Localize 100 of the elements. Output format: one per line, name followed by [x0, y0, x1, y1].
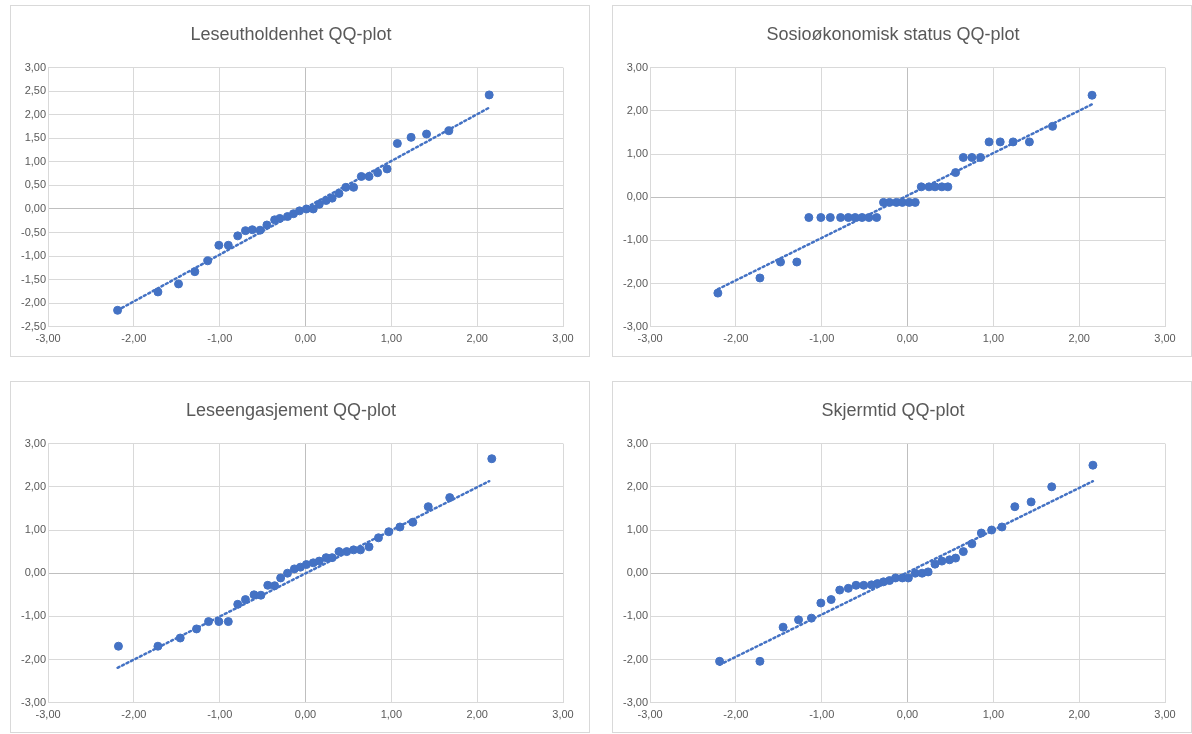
- x-tick-label: 3,00: [1154, 708, 1176, 721]
- point: [987, 525, 997, 535]
- point: [843, 583, 853, 593]
- point: [1047, 482, 1057, 492]
- point: [995, 137, 1005, 147]
- point: [223, 617, 233, 627]
- y-tick-label: 3,00: [626, 436, 649, 449]
- x-tick-label: 1,00: [982, 332, 1005, 345]
- x-tick-label: 2,00: [466, 332, 488, 345]
- point: [422, 129, 432, 139]
- y-tick-label: 1,00: [626, 147, 649, 160]
- point: [1088, 460, 1098, 470]
- x-tick-label: -2,00: [121, 708, 147, 721]
- point: [1087, 90, 1097, 100]
- point: [487, 454, 497, 464]
- y-tick-label: 2,00: [626, 479, 649, 492]
- point: [975, 152, 985, 162]
- point: [240, 226, 250, 236]
- point: [826, 595, 836, 605]
- point: [958, 547, 968, 557]
- y-tick-label: -1,00: [20, 609, 47, 622]
- point: [713, 288, 723, 298]
- y-tick-label: -2,00: [20, 296, 47, 309]
- x-tick-label: 1,00: [380, 708, 403, 721]
- x-tick-label: -1,00: [207, 708, 233, 721]
- point: [967, 152, 977, 162]
- x-tick-label: 3,00: [552, 332, 574, 345]
- point: [835, 585, 845, 595]
- point: [794, 615, 804, 625]
- point: [778, 622, 788, 632]
- y-tick-label: 2,00: [24, 479, 47, 492]
- point: [804, 213, 814, 222]
- y-tick-label: -3,00: [622, 319, 649, 332]
- point: [255, 225, 265, 235]
- y-tick-label: 2,50: [24, 84, 47, 97]
- point: [314, 556, 324, 566]
- point: [872, 213, 882, 222]
- y-tick-label: -2,00: [20, 652, 47, 665]
- point: [349, 182, 359, 192]
- y-tick-label: -3,00: [20, 695, 47, 708]
- y-tick-label: -1,00: [622, 233, 649, 246]
- y-tick-label: 3,00: [24, 60, 47, 73]
- x-tick-label: -2,00: [723, 332, 749, 345]
- point: [270, 581, 280, 591]
- point: [825, 213, 835, 222]
- y-tick-label: 0,00: [626, 190, 649, 203]
- point: [233, 599, 243, 609]
- point: [910, 568, 920, 578]
- point: [444, 126, 454, 136]
- point: [851, 580, 861, 590]
- point: [382, 164, 392, 174]
- y-tick-label: 2,00: [24, 107, 47, 120]
- y-tick-label: 0,00: [24, 202, 47, 215]
- point: [190, 267, 200, 277]
- point: [175, 633, 185, 643]
- x-tick-label: 3,00: [552, 708, 574, 721]
- x-tick-label: 1,00: [380, 332, 403, 345]
- point: [153, 287, 163, 297]
- point: [806, 613, 816, 623]
- point: [1008, 137, 1018, 147]
- x-tick-label: -3,00: [637, 708, 663, 721]
- x-tick-label: 0,00: [294, 332, 317, 345]
- x-tick-label: -2,00: [723, 708, 749, 721]
- point: [930, 559, 940, 569]
- y-tick-label: 3,00: [626, 60, 649, 73]
- chart-title: Leseutholdenhet QQ-plot: [190, 23, 392, 44]
- point: [203, 256, 213, 266]
- x-tick-label: -3,00: [35, 708, 61, 721]
- point: [364, 542, 374, 552]
- point: [113, 305, 123, 315]
- point: [334, 547, 344, 557]
- point: [1026, 497, 1036, 507]
- point: [997, 522, 1007, 532]
- point: [301, 560, 311, 570]
- point: [1048, 121, 1058, 131]
- point: [937, 556, 947, 566]
- x-tick-label: 0,00: [896, 708, 919, 721]
- point: [204, 617, 214, 627]
- point: [275, 213, 285, 223]
- point: [951, 553, 961, 563]
- point: [967, 539, 977, 549]
- y-tick-label: -2,50: [20, 319, 47, 332]
- y-tick-label: 1,00: [24, 523, 47, 536]
- y-tick-label: 0,00: [24, 566, 47, 579]
- point: [1024, 137, 1034, 147]
- y-tick-label: 2,00: [626, 103, 649, 116]
- point: [755, 656, 765, 666]
- point: [816, 213, 826, 222]
- x-tick-label: 0,00: [896, 332, 919, 345]
- point: [373, 168, 383, 178]
- point: [247, 225, 257, 235]
- x-tick-label: 1,00: [982, 708, 1005, 721]
- point: [262, 220, 272, 230]
- x-tick-label: -3,00: [637, 332, 663, 345]
- point: [1010, 502, 1020, 512]
- point: [836, 213, 846, 222]
- chart-title: Leseengasjement QQ-plot: [185, 399, 397, 420]
- point: [240, 595, 250, 605]
- point: [715, 656, 725, 666]
- y-tick-label: 3,00: [24, 436, 47, 449]
